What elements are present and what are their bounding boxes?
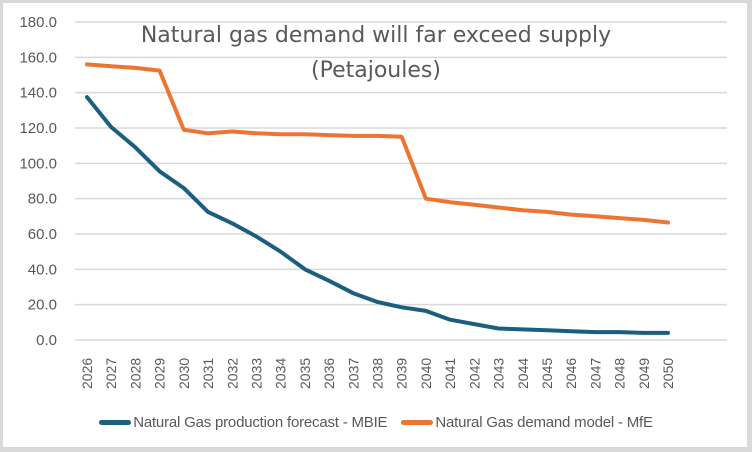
x-tick-label: 2042: [466, 358, 482, 389]
y-tick-label: 120.0: [19, 120, 57, 137]
legend-swatch-demand: [401, 419, 434, 425]
x-tick-label: 2039: [394, 358, 410, 389]
legend-label-demand: Natural Gas demand model - MfE: [435, 413, 653, 431]
x-tick-label: 2049: [636, 358, 652, 389]
x-tick-label: 2031: [200, 358, 216, 389]
x-tick-label: 2028: [127, 358, 143, 389]
x-tick-label: 2026: [79, 358, 95, 389]
x-tick-label: 2043: [491, 358, 507, 389]
y-tick-label: 80.0: [28, 191, 57, 208]
legend-swatch-production: [99, 419, 132, 425]
x-tick-label: 2033: [248, 358, 264, 389]
x-tick-label: 2032: [224, 358, 240, 389]
x-tick-label: 2035: [297, 358, 313, 389]
y-tick-label: 60.0: [28, 226, 57, 243]
legend: Natural Gas production forecast - MBIE N…: [0, 410, 752, 434]
legend-label-production: Natural Gas production forecast - MBIE: [133, 413, 388, 431]
x-axis-ticks: 2026 2027 2028 2029 2030 2031 2032 2033 2034 2035…: [79, 358, 676, 389]
y-tick-label: 0.0: [36, 332, 57, 349]
legend-item-production: Natural Gas production forecast - MBIE: [99, 413, 388, 431]
x-tick-label: 2047: [587, 358, 603, 389]
y-tick-label: 20.0: [28, 297, 57, 314]
chart-title: Natural gas demand will far exceed suppl…: [141, 23, 611, 48]
x-tick-label: 2040: [418, 358, 434, 389]
x-tick-label: 2046: [563, 358, 579, 389]
x-tick-label: 2029: [152, 358, 168, 389]
x-tick-label: 2034: [273, 358, 289, 389]
chart-subtitle: (Petajoules): [311, 58, 441, 83]
y-tick-label: 180.0: [19, 14, 57, 31]
x-tick-label: 2045: [539, 358, 555, 389]
x-tick-label: 2030: [176, 358, 192, 389]
legend-item-demand: Natural Gas demand model - MfE: [401, 413, 653, 431]
y-axis-ticks: 0.0 20.0 40.0 60.0 80.0 100.0 120.0 140.0 160.0 1…: [19, 14, 57, 349]
chart-frame: [2, 2, 748, 448]
x-tick-label: 2041: [442, 358, 458, 389]
y-tick-label: 160.0: [19, 49, 57, 66]
x-tick-label: 2027: [103, 358, 119, 389]
x-tick-label: 2044: [515, 358, 531, 389]
gridlines: [75, 21, 727, 341]
x-tick-label: 2037: [345, 358, 361, 389]
x-tick-label: 2050: [660, 358, 676, 389]
series-lines: [85, 62, 670, 335]
y-tick-label: 100.0: [19, 155, 57, 172]
x-tick-label: 2036: [321, 358, 337, 389]
y-tick-label: 40.0: [28, 261, 57, 278]
y-tick-label: 140.0: [19, 85, 57, 102]
x-tick-label: 2038: [370, 358, 386, 389]
x-tick-label: 2048: [612, 358, 628, 389]
